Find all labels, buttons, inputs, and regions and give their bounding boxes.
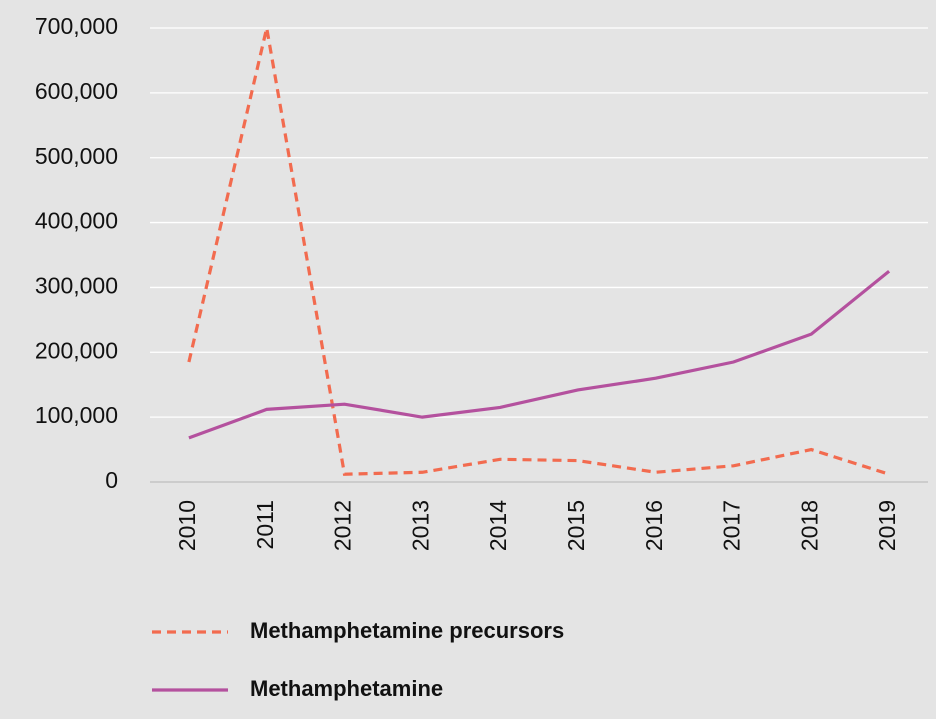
legend-label: Methamphetamine — [250, 676, 443, 701]
y-tick-label: 400,000 — [35, 208, 118, 234]
y-tick-label: 600,000 — [35, 78, 118, 104]
y-tick-label: 500,000 — [35, 143, 118, 169]
x-tick-label: 2014 — [485, 500, 511, 551]
x-tick-label: 2017 — [719, 500, 745, 551]
x-tick-label: 2011 — [252, 500, 278, 549]
x-tick-label: 2015 — [563, 500, 589, 551]
line-series — [187, 27, 890, 476]
line-series — [188, 269, 891, 440]
x-tick-label: 2018 — [796, 500, 822, 551]
x-tick-label: 2012 — [330, 500, 356, 551]
y-tick-label: 200,000 — [35, 337, 118, 363]
legend-label: Methamphetamine precursors — [250, 618, 564, 643]
x-tick-label: 2013 — [407, 500, 433, 551]
x-tick-label: 2016 — [641, 500, 667, 551]
y-tick-label: 700,000 — [35, 13, 118, 39]
y-tick-label: 0 — [105, 467, 118, 493]
y-tick-label: 300,000 — [35, 273, 118, 299]
x-tick-label: 2010 — [174, 500, 200, 551]
x-tick-label: 2019 — [874, 500, 900, 551]
y-tick-label: 100,000 — [35, 402, 118, 428]
